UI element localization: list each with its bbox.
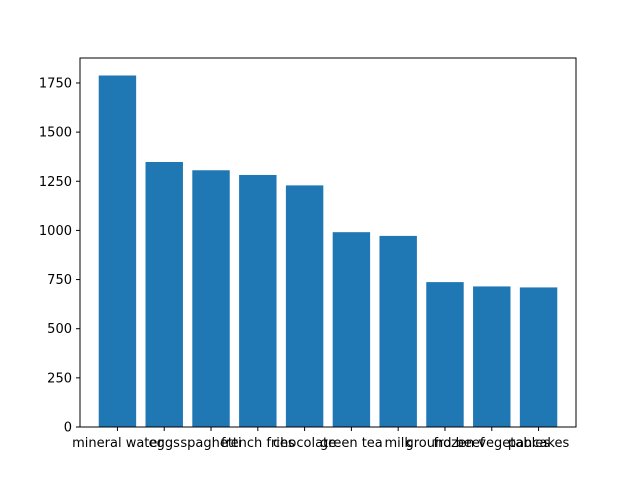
plot-frame — [79, 57, 577, 428]
y-tick-label: 750 — [47, 273, 72, 288]
bar — [239, 174, 277, 427]
x-tick-label: ground beef — [406, 436, 485, 451]
bar — [379, 235, 417, 427]
y-tick-label: 500 — [47, 322, 72, 337]
x-tick-label: eggs — [149, 436, 181, 451]
bar — [285, 185, 324, 427]
y-tick-label: 1250 — [39, 175, 72, 190]
x-tick-label: mineral water — [72, 436, 163, 451]
x-tick-label: frozen vegetables — [434, 436, 551, 451]
bars-group — [98, 75, 558, 428]
y-tick-label: 250 — [47, 371, 72, 386]
x-tick-label: pancakes — [508, 436, 570, 451]
x-tick-label: french fries — [221, 436, 295, 451]
bar — [192, 170, 230, 428]
x-tick-label: chocolate — [273, 436, 336, 451]
x-tick-label: spaghetti — [180, 436, 241, 451]
y-tick-label: 1750 — [39, 76, 72, 91]
y-tick-label: 1000 — [39, 224, 72, 239]
bar — [473, 286, 511, 427]
bar — [98, 75, 137, 428]
y-axis: 0 250 500 750 1000 1250 1500 1750 — [39, 76, 80, 436]
x-tick-label: green tea — [320, 436, 383, 451]
bar — [332, 232, 371, 427]
y-tick-label: 1500 — [39, 126, 72, 141]
y-tick-label: 0 — [64, 421, 72, 436]
bar — [519, 287, 558, 427]
bar — [426, 282, 464, 427]
bar — [145, 161, 183, 427]
x-tick-label: milk — [384, 436, 412, 451]
